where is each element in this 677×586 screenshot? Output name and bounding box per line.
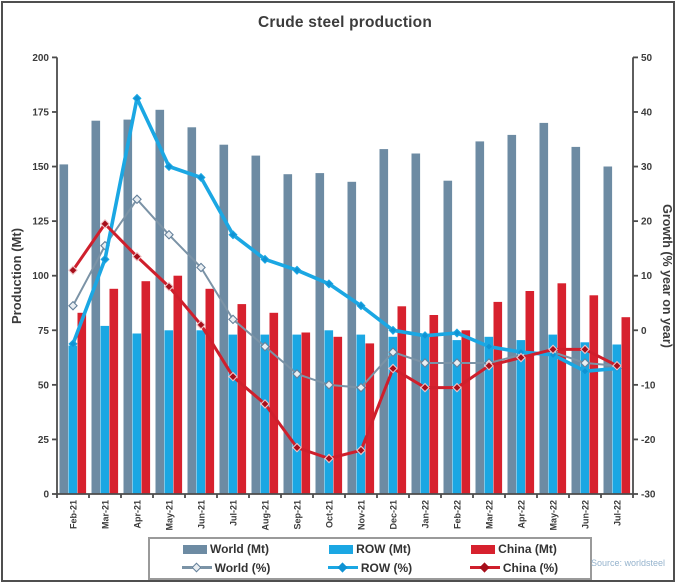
svg-text:Mar-21: Mar-21 [101,500,111,529]
svg-text:Jun-21: Jun-21 [197,500,207,529]
svg-text:Growth (% year on year): Growth (% year on year) [660,204,674,348]
world-pct-swatch [181,562,212,573]
svg-text:Oct-21: Oct-21 [325,500,335,528]
legend-label: World (Mt) [209,542,270,557]
svg-text:50: 50 [641,53,653,64]
svg-text:-20: -20 [641,435,656,446]
svg-text:30: 30 [641,162,653,173]
line-row- [68,93,622,376]
svg-text:Mar-22: Mar-22 [485,500,495,529]
bars-row-mt- [68,325,622,494]
chart-title: Crude steel production [257,14,433,31]
svg-text:150: 150 [32,162,49,173]
svg-text:-30: -30 [641,490,656,501]
svg-text:May-22: May-22 [549,500,559,531]
legend-label: ROW (Mt) [356,542,411,557]
svg-text:25: 25 [38,435,50,446]
svg-text:50: 50 [38,380,50,391]
axis-labels: 0 25 50 75 100 125 150 175 200 -30 -20 -10 0 10 20 30 40… [9,53,674,531]
svg-text:Apr-21: Apr-21 [133,500,143,529]
svg-text:Dec-21: Dec-21 [389,500,399,530]
legend-item-world-pct: World (%) [181,560,271,575]
svg-text:Production (Mt): Production (Mt) [9,228,24,324]
row-pct-swatch [327,562,358,573]
legend-label: China (Mt) [498,542,557,557]
legend-item-china-mt: China (Mt) [471,542,557,556]
row-mt-swatch [329,544,354,554]
svg-text:Apr-22: Apr-22 [517,500,527,529]
legend-label: China (%) [502,560,559,575]
axes [52,56,638,498]
legend-label: ROW (%) [360,560,413,575]
svg-text:-10: -10 [641,380,656,391]
legend-item-china-pct: China (%) [469,560,559,575]
bars-china-mt- [77,275,631,494]
svg-text:Jan-22: Jan-22 [421,500,431,529]
svg-text:75: 75 [38,326,50,337]
legend-label: World (%) [214,560,271,575]
svg-text:100: 100 [32,271,49,282]
legend: World (Mt) ROW (Mt) China (Mt) World (%)… [148,537,592,580]
svg-text:Feb-21: Feb-21 [69,500,79,529]
svg-text:0: 0 [43,490,49,501]
svg-text:0: 0 [641,326,647,337]
source-credit: Source: worldsteel [590,558,665,568]
svg-text:Sep-21: Sep-21 [293,500,303,530]
svg-text:40: 40 [641,107,653,118]
svg-text:200: 200 [32,53,49,64]
svg-text:125: 125 [32,217,49,228]
svg-text:20: 20 [641,217,653,228]
line-china- [68,218,622,464]
china-mt-swatch [471,544,496,554]
legend-item-world-mt: World (Mt) [182,542,270,557]
svg-text:Aug-21: Aug-21 [261,500,271,531]
svg-text:Feb-22: Feb-22 [453,500,463,529]
svg-text:Nov-21: Nov-21 [357,500,367,530]
svg-text:10: 10 [641,271,653,282]
world-mt-swatch [182,544,207,554]
svg-text:175: 175 [32,107,49,118]
svg-text:Jul-21: Jul-21 [229,500,239,526]
legend-item-row-pct: ROW (%) [327,560,413,575]
legend-item-row-mt: ROW (Mt) [329,542,411,556]
svg-text:May-21: May-21 [165,500,175,531]
svg-text:Jun-22: Jun-22 [581,500,591,529]
china-pct-swatch [469,562,500,573]
svg-text:Jul-22: Jul-22 [613,500,623,526]
